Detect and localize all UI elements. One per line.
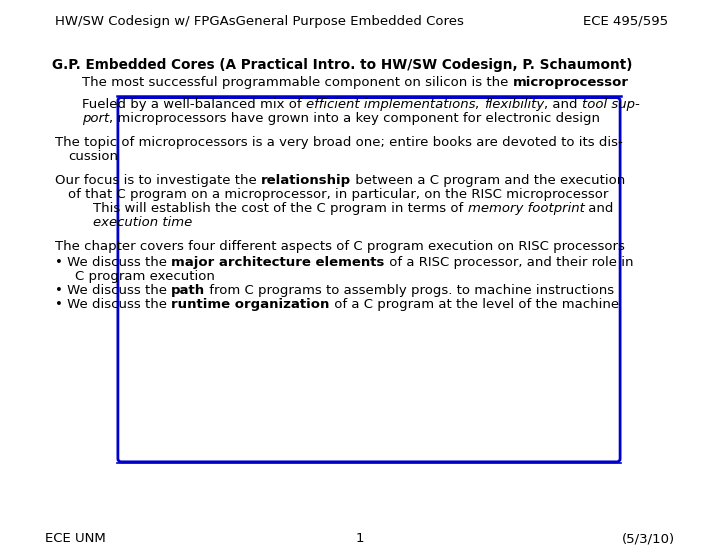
Text: port: port <box>82 112 109 125</box>
Text: 1: 1 <box>356 532 364 545</box>
Text: The topic of microprocessors is a very broad one; entire books are devoted to it: The topic of microprocessors is a very b… <box>55 136 623 149</box>
Text: and: and <box>585 202 613 215</box>
Text: major architecture elements: major architecture elements <box>171 256 384 269</box>
Text: The most successful programmable component on silicon is the: The most successful programmable compone… <box>82 76 513 89</box>
Text: G.P. Embedded Cores (A Practical Intro. to HW/SW Codesign, P. Schaumont): G.P. Embedded Cores (A Practical Intro. … <box>52 58 632 72</box>
Text: between a C program and the execution: between a C program and the execution <box>351 174 626 187</box>
Text: • We discuss the: • We discuss the <box>55 284 171 297</box>
Text: of a RISC processor, and their role in: of a RISC processor, and their role in <box>384 256 633 269</box>
Text: • We discuss the: • We discuss the <box>55 256 171 269</box>
Text: execution time: execution time <box>93 216 192 229</box>
Text: memory footprint: memory footprint <box>467 202 585 215</box>
Text: of a C program at the level of the machine: of a C program at the level of the machi… <box>330 298 618 311</box>
Text: This will establish the cost of the C program in terms of: This will establish the cost of the C pr… <box>93 202 467 215</box>
Text: microprocessor: microprocessor <box>513 76 629 89</box>
Text: runtime organization: runtime organization <box>171 298 330 311</box>
Text: , microprocessors have grown into a key component for electronic design: , microprocessors have grown into a key … <box>109 112 600 125</box>
Text: ECE UNM: ECE UNM <box>45 532 106 545</box>
Text: from C programs to assembly progs. to machine instructions: from C programs to assembly progs. to ma… <box>205 284 614 297</box>
Text: The chapter covers four different aspects of C program execution on RISC process: The chapter covers four different aspect… <box>55 240 625 253</box>
Text: cussion: cussion <box>68 150 118 163</box>
FancyBboxPatch shape <box>118 97 620 462</box>
Text: (5/3/10): (5/3/10) <box>622 532 675 545</box>
Text: efficient implementations: efficient implementations <box>306 98 475 111</box>
Text: , and: , and <box>544 98 582 111</box>
Text: Our focus is to investigate the: Our focus is to investigate the <box>55 174 261 187</box>
Text: of that C program on a microprocessor, in particular, on the RISC microprocessor: of that C program on a microprocessor, i… <box>68 188 608 201</box>
Text: relationship: relationship <box>261 174 351 187</box>
Text: C program execution: C program execution <box>75 270 215 283</box>
Text: ECE 495/595: ECE 495/595 <box>583 14 668 27</box>
Text: HW/SW Codesign w/ FPGAsGeneral Purpose Embedded Cores: HW/SW Codesign w/ FPGAsGeneral Purpose E… <box>55 14 464 27</box>
Text: Fueled by a well-balanced mix of: Fueled by a well-balanced mix of <box>82 98 306 111</box>
Text: tool sup-: tool sup- <box>582 98 639 111</box>
Text: • We discuss the: • We discuss the <box>55 298 171 311</box>
Text: ,: , <box>475 98 484 111</box>
Text: path: path <box>171 284 205 297</box>
Text: flexibility: flexibility <box>484 98 544 111</box>
